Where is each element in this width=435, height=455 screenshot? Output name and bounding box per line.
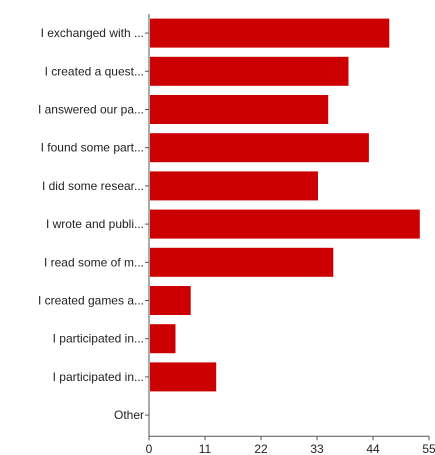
category-labels: I exchanged with ... I created a quest...…	[38, 26, 144, 422]
bar-3	[150, 95, 329, 124]
category-label-9: I participated in...	[53, 332, 144, 346]
category-label-5: I did some resear...	[42, 179, 144, 193]
bar-6	[150, 209, 420, 239]
x-tick-label-11: 11	[199, 442, 212, 455]
bar-9	[150, 324, 176, 354]
x-tick-label-0: 0	[146, 442, 153, 455]
bar-8	[150, 286, 191, 315]
bar-7	[150, 247, 334, 277]
x-tick-label-55: 55	[422, 442, 435, 455]
x-tick-labels: 0 11 22 33 44 55	[146, 442, 435, 455]
x-tick-label-44: 44	[366, 442, 380, 455]
category-label-3: I answered our pa...	[38, 103, 144, 117]
bar-2	[150, 56, 349, 86]
category-label-2: I created a quest...	[45, 64, 144, 78]
bars-group	[150, 18, 420, 392]
category-label-6: I wrote and publi...	[46, 217, 144, 231]
category-label-1: I exchanged with ...	[41, 26, 144, 40]
x-tick-label-33: 33	[310, 442, 324, 455]
x-tick-label-22: 22	[254, 442, 268, 455]
category-label-10: I participated in...	[53, 370, 144, 384]
category-label-11: Other	[114, 408, 144, 422]
bar-1	[150, 18, 390, 48]
category-label-7: I read some of m...	[44, 255, 144, 269]
bar-10	[150, 362, 217, 392]
category-label-8: I created games a...	[38, 294, 144, 308]
bar-5	[150, 171, 318, 201]
category-label-4: I found some part...	[41, 141, 144, 155]
bar-4	[150, 133, 369, 163]
axes	[145, 14, 430, 441]
